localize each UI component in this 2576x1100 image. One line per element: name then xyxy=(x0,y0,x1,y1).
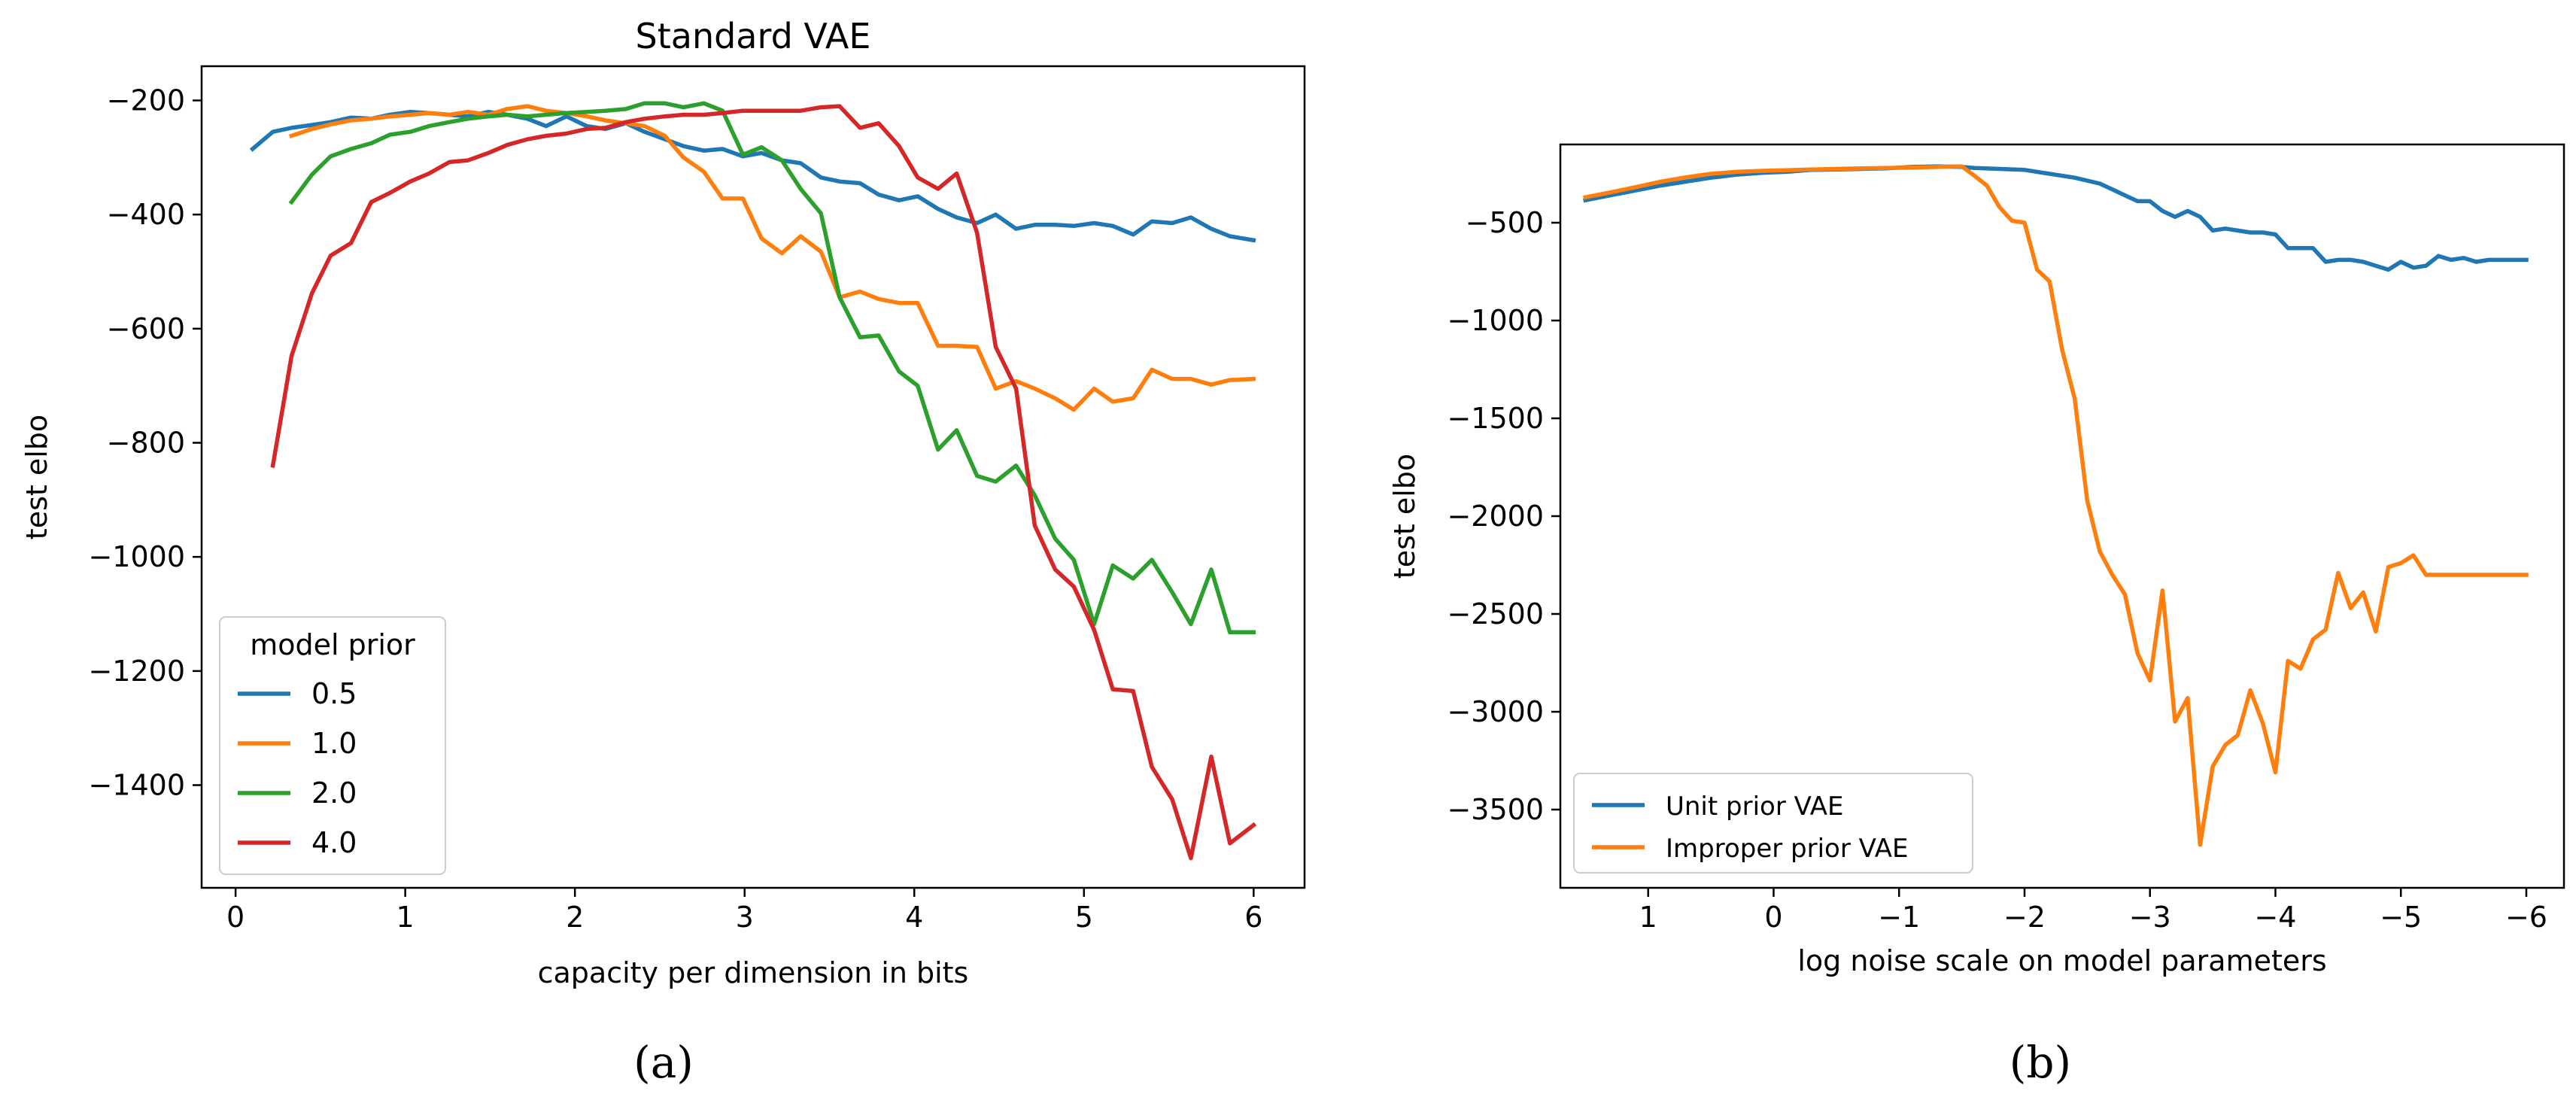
panel-a-x-tick-label: 4 xyxy=(905,901,923,934)
panel-a-x-tick-label: 2 xyxy=(566,901,584,934)
panel-b-y-tick-label: −1500 xyxy=(1447,402,1544,435)
panel-b-legend: Unit prior VAE Improper prior VAE xyxy=(1573,773,1973,874)
panel-a-x-tick-label: 5 xyxy=(1075,901,1093,934)
panel-a-y-tick-label: −1400 xyxy=(88,769,185,802)
panel-b-y-tick-label: −500 xyxy=(1466,206,1544,239)
panel-a-x-tick-label: 6 xyxy=(1244,901,1262,934)
panel-a-legend-box xyxy=(219,616,446,875)
panel-a-y-tick-label: −1000 xyxy=(88,540,185,573)
panel-b-y-tick-label: −3500 xyxy=(1447,793,1544,826)
panel-b-x-tick-label: −2 xyxy=(2003,901,2046,934)
panel-b-x-tick-label: 0 xyxy=(1764,901,1782,934)
panel-b-y-tick-label: −2500 xyxy=(1447,597,1544,631)
panel-b-legend-label-1: Improper prior VAE xyxy=(1666,834,1908,864)
panel-a-axes-frame xyxy=(200,65,1306,889)
panel-a-series-group xyxy=(249,101,1257,861)
panel-b-plot-area: 1 0 −1 −2 −3 −4 −5 −6 −500 −1000 −1500 −2000 −2500 −3… xyxy=(1447,143,2565,934)
panel-b-series-line-unit-prior-vae xyxy=(1583,164,2529,272)
panel-b-x-tick-label: −4 xyxy=(2254,901,2296,934)
panel-a-y-tick-label: −800 xyxy=(107,427,185,460)
panel-a-legend: model prior 0.5 1.0 2.0 4.0 xyxy=(219,616,446,875)
panel-a-legend-label-0: 0.5 xyxy=(311,677,357,710)
panel-a-title: Standard VAE xyxy=(636,16,871,56)
panel-a: Standard VAE 0 1 2 3 4 5 6 −200 −400 −600 −800 −100… xyxy=(20,16,1306,1088)
panel-b-x-tick-label: −3 xyxy=(2129,901,2171,934)
panel-a-legend-title: model prior xyxy=(250,628,415,661)
panel-b-caption: (b) xyxy=(2009,1037,2071,1088)
panel-b: 1 0 −1 −2 −3 −4 −5 −6 −500 −1000 −1500 −2000 −2500 −3… xyxy=(1388,143,2565,1088)
panel-b-legend-box xyxy=(1573,773,1973,874)
panel-b-y-axis-label: test elbo xyxy=(1388,454,1421,579)
panel-a-x-tick-label: 1 xyxy=(396,901,415,934)
panel-b-x-tick-label: 1 xyxy=(1639,901,1657,934)
panel-a-plot-area: 0 1 2 3 4 5 6 −200 −400 −600 −800 −1000 −1200 −1400 mo… xyxy=(88,65,1306,934)
panel-b-x-tick-label: −5 xyxy=(2380,901,2422,934)
panel-b-x-tick-label: −1 xyxy=(1878,901,1920,934)
panel-a-series-line-4-0 xyxy=(270,104,1257,861)
panel-a-x-tick-label: 0 xyxy=(226,901,245,934)
panel-a-y-tick-label: −200 xyxy=(107,84,185,117)
panel-a-y-tick-label: −400 xyxy=(107,198,185,231)
panel-b-series-group xyxy=(1583,164,2529,847)
panel-a-legend-label-1: 1.0 xyxy=(311,727,357,760)
panel-b-y-tick-label: −3000 xyxy=(1447,695,1544,728)
panel-a-y-axis-label: test elbo xyxy=(20,415,53,539)
panel-b-legend-label-0: Unit prior VAE xyxy=(1666,792,1843,822)
panel-a-x-axis-label: capacity per dimension in bits xyxy=(538,956,969,989)
panel-b-series-line-improper-prior-vae xyxy=(1583,164,2529,847)
panel-a-caption: (a) xyxy=(633,1037,694,1088)
panel-b-y-tick-label: −2000 xyxy=(1447,500,1544,533)
panel-a-series-line-1-0 xyxy=(289,104,1256,412)
panel-a-series-line-2-0 xyxy=(288,101,1256,635)
panel-a-y-tick-label: −600 xyxy=(107,312,185,345)
panel-a-x-tick-label: 3 xyxy=(736,901,754,934)
panel-b-x-axis-label: log noise scale on model parameters xyxy=(1797,944,2326,977)
panel-a-y-tick-label: −1200 xyxy=(88,655,185,688)
panel-b-y-tick-label: −1000 xyxy=(1447,304,1544,337)
panel-a-legend-label-2: 2.0 xyxy=(311,776,357,810)
panel-a-legend-label-3: 4.0 xyxy=(311,826,357,859)
panel-b-x-tick-label: −6 xyxy=(2505,901,2547,934)
